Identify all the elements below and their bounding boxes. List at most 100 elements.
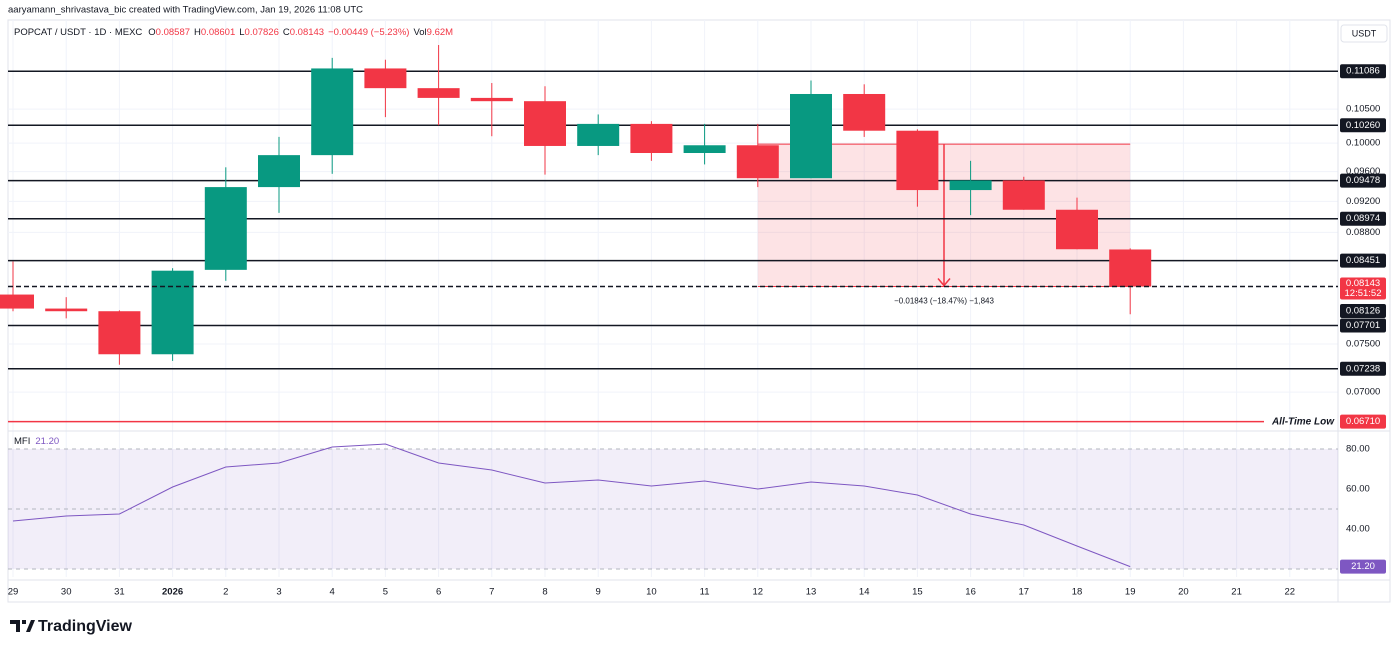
y-tick-label: 0.08800 bbox=[1346, 227, 1380, 238]
x-tick-label: 29 bbox=[8, 587, 19, 598]
x-tick-label: 2026 bbox=[162, 587, 183, 598]
x-tick-label: 7 bbox=[489, 587, 494, 598]
candle-body bbox=[524, 101, 566, 146]
level-label: 0.11086 bbox=[1346, 66, 1380, 77]
atl-text: All-Time Low bbox=[1271, 416, 1335, 427]
x-tick-label: 15 bbox=[912, 587, 923, 598]
level-label-box bbox=[1340, 253, 1386, 268]
candle-body bbox=[683, 145, 726, 154]
level-label: 0.07701 bbox=[1346, 320, 1380, 331]
y-tick-label: 0.09600 bbox=[1346, 166, 1380, 177]
currency-box bbox=[1340, 24, 1388, 43]
mfi-tick-label: 40.00 bbox=[1346, 524, 1370, 535]
x-tick-label: 21 bbox=[1231, 587, 1242, 598]
candle-body bbox=[577, 123, 620, 146]
mfi-name: MFI bbox=[14, 436, 30, 447]
candle-body bbox=[151, 270, 194, 355]
ohlc-value: 0.08587 bbox=[156, 27, 190, 38]
candle-body bbox=[630, 123, 673, 154]
level-label-box bbox=[1340, 211, 1386, 226]
y-tick-label: 0.07500 bbox=[1346, 338, 1380, 349]
x-tick-label: 10 bbox=[646, 587, 657, 598]
last-price-label: 0.08143 bbox=[1346, 278, 1380, 289]
candle-body bbox=[949, 180, 992, 191]
ohlc-value: 0.08143 bbox=[290, 27, 324, 38]
ohlc-label: O bbox=[148, 27, 155, 38]
candle-body bbox=[98, 311, 141, 355]
mfi-legend-value: 21.20 bbox=[35, 436, 59, 447]
level-label: 0.10260 bbox=[1346, 120, 1380, 131]
last-price-box bbox=[1340, 277, 1386, 300]
candle-body bbox=[1056, 209, 1098, 250]
x-tick-label: 12 bbox=[753, 587, 764, 598]
ohlc-value: 0.08601 bbox=[201, 27, 235, 38]
candle-body bbox=[311, 68, 354, 156]
level-label-box bbox=[1340, 64, 1386, 79]
x-tick-label: 4 bbox=[330, 587, 335, 598]
x-tick-label: 18 bbox=[1072, 587, 1083, 598]
level-label-box bbox=[1340, 318, 1386, 333]
x-tick-label: 30 bbox=[61, 587, 72, 598]
candle-body bbox=[843, 93, 886, 131]
frame bbox=[7, 19, 1391, 603]
plot: 0.10500 0.10000 0.09600 0.09200 0.08800 0.075… bbox=[0, 20, 1390, 602]
level-label-box bbox=[1340, 118, 1386, 133]
brand: TradingView bbox=[38, 618, 133, 635]
x-tick-label: 5 bbox=[383, 587, 388, 598]
y-tick-label: 0.10000 bbox=[1346, 138, 1380, 149]
mfi-value-box bbox=[1340, 559, 1386, 574]
change: −0.00449 (−5.23%) bbox=[328, 27, 409, 38]
candle-body bbox=[790, 93, 832, 179]
other-price-box bbox=[1340, 303, 1386, 318]
x-tick-label: 14 bbox=[859, 587, 870, 598]
x-tick-label: 6 bbox=[436, 587, 441, 598]
candle-body bbox=[1109, 249, 1152, 287]
candle-body bbox=[1002, 180, 1045, 210]
ohlc-value: 0.07826 bbox=[245, 27, 279, 38]
candle-body bbox=[258, 155, 300, 188]
x-tick-label: 2 bbox=[223, 587, 228, 598]
countdown: 12:51:52 bbox=[1345, 288, 1382, 299]
legend: POPCAT / USDT · 1D · MEXC O0.08587 H0.0860… bbox=[14, 27, 453, 38]
ohlc-label: C bbox=[283, 27, 290, 38]
level-label-box bbox=[1340, 173, 1386, 188]
atl-label-box bbox=[1340, 414, 1386, 429]
mfi-tick-label: 60.00 bbox=[1346, 484, 1370, 495]
measure-arrowhead bbox=[937, 278, 951, 287]
atl-label: 0.06710 bbox=[1346, 416, 1380, 427]
level-label: 0.09478 bbox=[1346, 175, 1380, 186]
x-tick-label: 22 bbox=[1285, 587, 1296, 598]
ohlc-label: L bbox=[239, 27, 244, 38]
measure-label: −0.01843 (−18.47%) −1,843 bbox=[894, 297, 994, 306]
x-tick-label: 20 bbox=[1178, 587, 1189, 598]
mfi-legend: MFI 21.20 bbox=[14, 436, 59, 447]
mfi-tick-label: 80.00 bbox=[1346, 444, 1370, 455]
x-tick-label: 31 bbox=[114, 587, 125, 598]
ohlc-label: H bbox=[194, 27, 201, 38]
candle-body bbox=[45, 308, 88, 312]
y-tick-label: 0.07000 bbox=[1346, 387, 1380, 398]
y-tick-label: 0.10500 bbox=[1346, 104, 1380, 115]
mfi-line bbox=[12, 443, 1131, 568]
candle-body bbox=[896, 130, 939, 191]
level-label-box bbox=[1340, 361, 1386, 376]
x-tick-label: 11 bbox=[700, 587, 710, 598]
x-tick-label: 3 bbox=[276, 587, 281, 598]
x-tick-label: 16 bbox=[965, 587, 976, 598]
attribution: aaryamann_shrivastava_bic created with T… bbox=[8, 5, 363, 16]
candle-body bbox=[204, 187, 247, 270]
x-tick-label: 13 bbox=[806, 587, 817, 598]
y-tick-label: 0.09200 bbox=[1346, 196, 1380, 207]
level-label: 0.08974 bbox=[1346, 213, 1380, 224]
x-tick-label: 17 bbox=[1019, 587, 1030, 598]
vol-value: 9.62M bbox=[427, 27, 453, 38]
candle-body bbox=[470, 97, 513, 102]
x-tick-label: 19 bbox=[1125, 587, 1136, 598]
vol-label: Vol bbox=[413, 27, 426, 38]
level-label: 0.08451 bbox=[1346, 255, 1380, 266]
candle-body bbox=[0, 294, 34, 309]
logo-icon bbox=[10, 620, 35, 632]
x-tick-label: 8 bbox=[542, 587, 547, 598]
